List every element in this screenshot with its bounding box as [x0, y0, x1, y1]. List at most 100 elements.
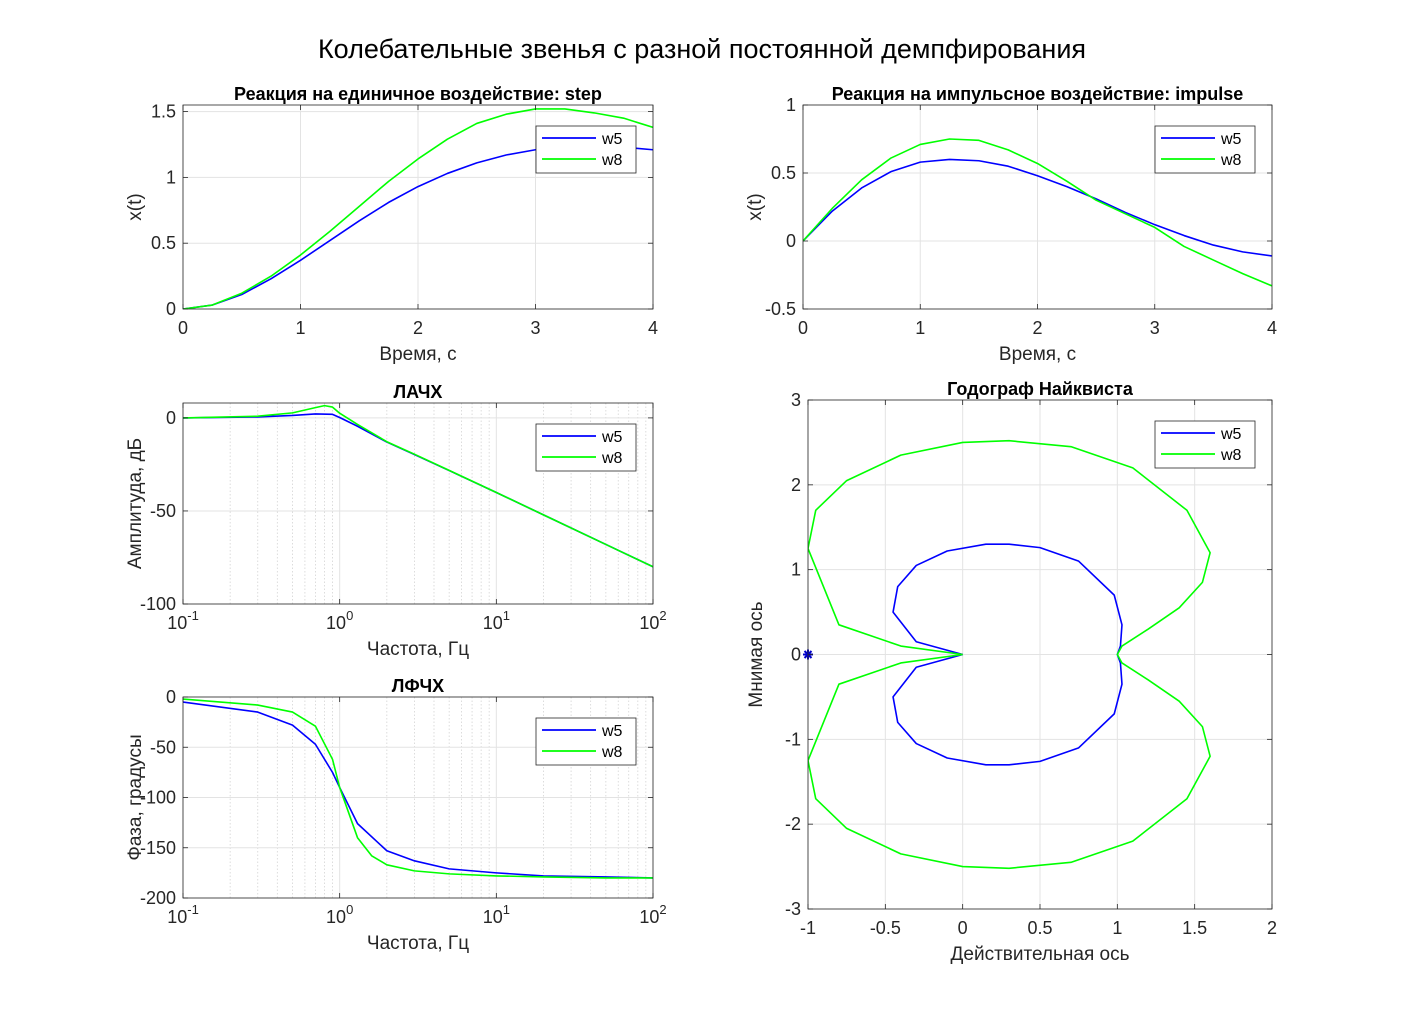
y-tick-label: -200	[140, 888, 176, 908]
y-tick-label: -150	[140, 838, 176, 858]
legend-box	[1154, 420, 1256, 469]
y-tick-label: -100	[140, 594, 176, 614]
legend-label-w5: w5	[601, 723, 623, 740]
legend-label-w5: w5	[601, 429, 623, 446]
series-line-w8	[183, 404, 653, 568]
series-line-w5	[183, 701, 653, 879]
series-line-w8	[808, 439, 1211, 870]
series-line-w8	[803, 138, 1272, 287]
y-tick-label: 3	[791, 390, 801, 410]
legend-box	[535, 423, 637, 472]
y-tick-label: 1	[166, 167, 176, 187]
y-tick-label: 2	[791, 475, 801, 495]
x-tick-label: 102	[639, 902, 666, 927]
chart-nyquist: -1 -0.5 0 0.5 1 1.5 2 -3 -2 -1 0 1 2 3 Годограф Найкви…	[746, 379, 1277, 965]
x-tick-label: 2	[413, 318, 423, 338]
x-tick-label: 0	[798, 318, 808, 338]
legend-label-w8: w8	[601, 450, 623, 467]
y-axis-label: x(t)	[745, 193, 766, 220]
series-line-w5	[803, 158, 1272, 257]
series-group	[183, 698, 653, 879]
x-axis-label: Действительная ось	[951, 944, 1130, 965]
x-tick-label: 3	[530, 318, 540, 338]
x-tick-label: 101	[483, 608, 510, 633]
y-tick-label: 0	[166, 299, 176, 319]
legend-label-w5: w5	[1220, 426, 1242, 443]
y-tick-label: 0.5	[771, 163, 796, 183]
x-tick-label: 1	[1112, 918, 1122, 938]
y-tick-label: 0	[166, 687, 176, 707]
x-tick-label: 4	[648, 318, 658, 338]
chart-lachx: 10-1 100 101 102 -100 -50 0 ЛАЧХ Частота, Гц Ампл…	[125, 382, 667, 660]
y-tick-label: -50	[150, 737, 176, 757]
y-axis-label: Амплитуда, дБ	[125, 438, 146, 569]
x-tick-label: 0	[178, 318, 188, 338]
y-axis-label: Фаза, градусы	[125, 734, 146, 860]
y-tick-label: -2	[785, 814, 801, 834]
y-tick-label: 1	[786, 95, 796, 115]
series-group	[803, 138, 1272, 287]
y-tick-label: -50	[150, 501, 176, 521]
y-tick-label: 0	[786, 231, 796, 251]
x-tick-label: 1	[915, 318, 925, 338]
chart-title: ЛФЧХ	[392, 676, 444, 696]
axes-box	[182, 402, 654, 605]
legend-label-w5: w5	[1220, 131, 1242, 148]
chart-title: Годограф Найквиста	[947, 379, 1134, 399]
x-tick-label: -0.5	[870, 918, 901, 938]
chart-title: Реакция на импульсное воздействие: impul…	[832, 84, 1244, 104]
x-tick-label: 100	[326, 608, 353, 633]
chart-title: Реакция на единичное воздействие: step	[234, 84, 602, 104]
x-tick-label: 1.5	[1182, 918, 1207, 938]
series-line-w8	[183, 108, 653, 309]
legend-label-w8: w8	[1220, 447, 1242, 464]
x-tick-label: 2	[1032, 318, 1042, 338]
x-axis-label: Время, с	[999, 344, 1076, 365]
x-tick-label: 100	[326, 902, 353, 927]
y-tick-label: 0.5	[151, 233, 176, 253]
y-tick-label: 0	[166, 408, 176, 428]
x-tick-label: 10-1	[167, 608, 199, 633]
y-tick-label: -100	[140, 788, 176, 808]
x-tick-label: 10-1	[167, 902, 199, 927]
x-tick-label: 0.5	[1027, 918, 1052, 938]
series-group	[808, 439, 1211, 870]
series-group	[183, 404, 653, 568]
x-axis-label: Частота, Гц	[367, 639, 469, 660]
x-tick-label: 2	[1267, 918, 1277, 938]
x-tick-label: 4	[1267, 318, 1277, 338]
x-tick-label: 0	[958, 918, 968, 938]
y-tick-label: -3	[785, 899, 801, 919]
y-axis-label: x(t)	[125, 193, 146, 220]
chart-lfchx: 10-1 100 101 102 -200 -150 -100 -50 0 ЛФЧХ Частота…	[125, 676, 667, 954]
y-axis-label: Мнимая ось	[746, 601, 767, 707]
legend-box	[1154, 125, 1256, 174]
x-tick-label: 1	[295, 318, 305, 338]
x-tick-label: 3	[1150, 318, 1160, 338]
x-tick-label: 101	[483, 902, 510, 927]
y-tick-label: -1	[785, 729, 801, 749]
chart-title: ЛАЧХ	[394, 382, 443, 402]
x-axis-label: Частота, Гц	[367, 933, 469, 954]
y-tick-label: 1.5	[151, 102, 176, 122]
chart-step: 0 1 2 3 4 0 0.5 1 1.5 Реакция на единичное воздей…	[125, 84, 658, 365]
y-tick-label: 1	[791, 560, 801, 580]
series-line-w8	[183, 698, 653, 879]
x-tick-label: 102	[639, 608, 666, 633]
x-axis-label: Время, с	[379, 344, 456, 365]
legend-box	[535, 125, 637, 174]
legend-label-w8: w8	[1220, 152, 1242, 169]
legend-label-w5: w5	[601, 131, 623, 148]
y-tick-label: 0	[791, 645, 801, 665]
legend-label-w8: w8	[601, 152, 623, 169]
x-tick-label: -1	[800, 918, 816, 938]
legend-box	[535, 717, 637, 766]
